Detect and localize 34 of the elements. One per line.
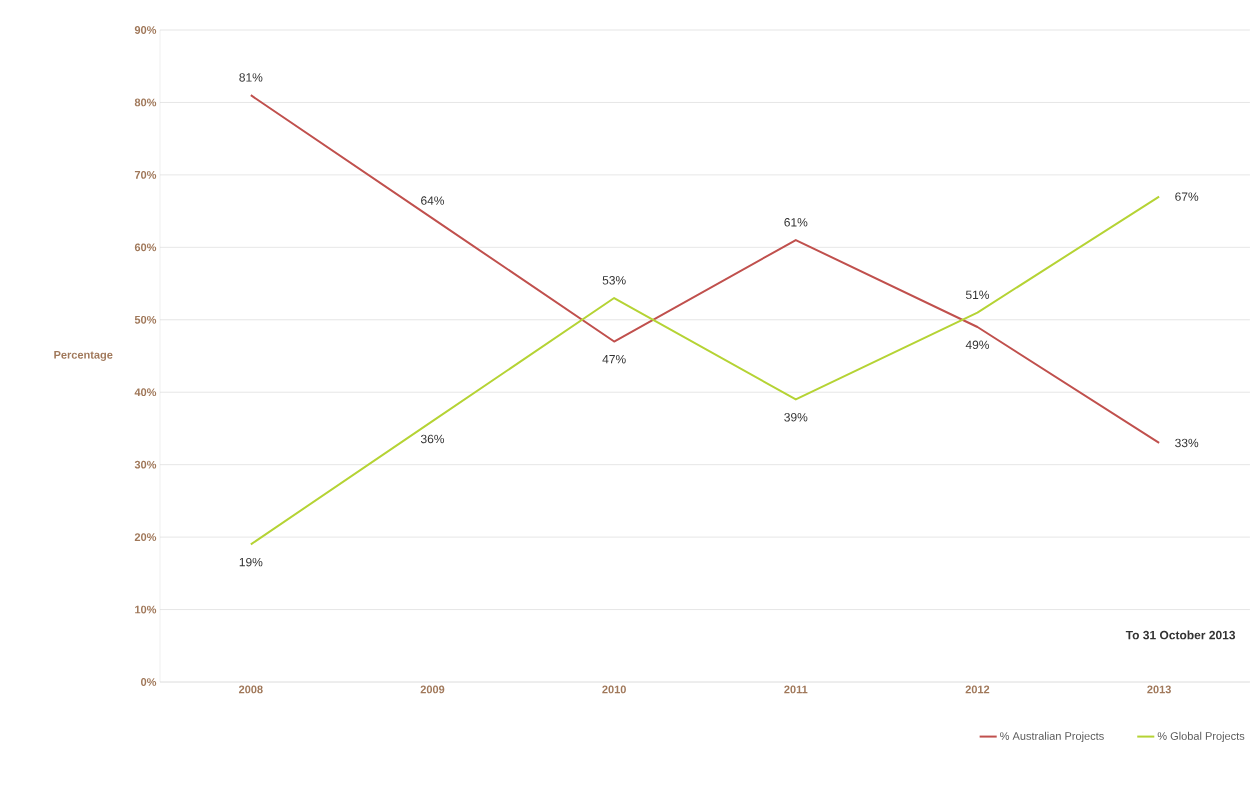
- data-label: 81%: [239, 73, 263, 82]
- x-tick-label: 2012: [965, 685, 990, 694]
- data-label: 61%: [784, 218, 808, 227]
- y-tick-label: 80%: [134, 98, 157, 107]
- data-label: 33%: [1175, 438, 1199, 448]
- y-tick-label: 90%: [134, 26, 157, 34]
- y-axis-title: Percentage: [54, 351, 113, 361]
- annotation: To 31 October 2013: [1125, 630, 1236, 640]
- y-tick-label: 70%: [134, 171, 157, 179]
- y-tick-label: 40%: [134, 388, 157, 397]
- line-series: [249, 195, 1161, 546]
- x-tick-label: 2011: [784, 685, 808, 694]
- data-label: 39%: [784, 413, 808, 422]
- data-label: 19%: [239, 557, 263, 567]
- y-tick-label: 20%: [134, 533, 157, 542]
- data-label: 64%: [421, 196, 445, 205]
- data-label: 36%: [420, 434, 445, 444]
- y-tick-label: 30%: [134, 460, 157, 469]
- data-label: 53%: [602, 276, 626, 285]
- y-tick-label: 50%: [134, 315, 157, 324]
- x-tick-label: 2010: [602, 685, 626, 694]
- y-tick-label: 0%: [141, 678, 157, 686]
- y-tick-label: 60%: [134, 243, 157, 252]
- x-tick-label: 2009: [420, 685, 445, 694]
- legend-label: % Global Projects: [1157, 731, 1245, 743]
- x-tick-label: 2008: [238, 685, 263, 694]
- data-label: 67%: [1175, 192, 1199, 201]
- data-label: 49%: [965, 340, 990, 350]
- x-tick-label: 2013: [1147, 685, 1171, 694]
- data-label: 47%: [602, 355, 626, 364]
- data-label: 51%: [965, 290, 990, 299]
- legend-label: % Australian Projects: [1000, 731, 1104, 743]
- y-tick-label: 10%: [135, 605, 157, 614]
- line-series: [249, 94, 1161, 444]
